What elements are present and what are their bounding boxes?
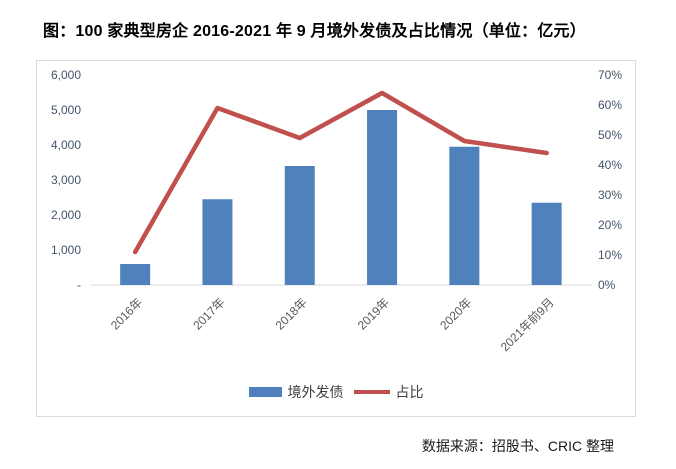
x-axis-category-label: 2019年: [355, 295, 392, 332]
legend-line-label: 占比: [395, 384, 424, 400]
x-axis-category-label: 2020年: [437, 295, 474, 332]
right-axis-tick-label: 40%: [598, 158, 622, 172]
chart-legend: 境外发债 占比: [37, 383, 635, 401]
bar-2019年: [367, 110, 398, 285]
left-axis-tick-label: 5,000: [51, 103, 81, 117]
chart-frame: - 1,000 2,000 3,000 4,000 5,000 6,000 0% 10% 20% 3…: [36, 60, 636, 417]
left-axis-tick-label: 1,000: [51, 243, 81, 257]
data-source: 数据来源：招股书、CRIC 整理: [421, 438, 614, 454]
legend-line-swatch: [353, 390, 390, 394]
right-axis-tick-label: 10%: [598, 248, 622, 262]
bar-2016年: [120, 264, 151, 285]
bar-2017年: [202, 199, 233, 285]
right-axis-tick-label: 60%: [598, 98, 622, 112]
bar-2018年: [284, 166, 315, 285]
left-axis-tick-label: 2,000: [51, 208, 81, 222]
x-axis-category-label: 2016年: [108, 295, 145, 332]
left-axis-tick-label: 6,000: [51, 68, 81, 82]
right-axis-tick-label: 50%: [598, 128, 622, 142]
legend-bar-label: 境外发债: [287, 384, 344, 400]
chart-title: 图：100 家典型房企 2016-2021 年 9 月境外发债及占比情况（单位：…: [43, 23, 586, 40]
x-axis-category-label: 2021年前9月: [497, 295, 557, 355]
left-axis-tick-label: -: [77, 278, 81, 292]
chart-canvas: - 1,000 2,000 3,000 4,000 5,000 6,000 0% 10% 20% 3…: [51, 68, 622, 355]
right-axis-tick-label: 30%: [598, 188, 622, 202]
left-axis-tick-label: 4,000: [51, 138, 81, 152]
right-axis-tick-label: 70%: [598, 68, 622, 82]
bar-2021年前9月: [531, 202, 562, 285]
left-axis-tick-label: 3,000: [51, 173, 81, 187]
bar-2020年: [449, 146, 480, 285]
x-axis-category-label: 2017年: [190, 295, 227, 332]
legend-bar-swatch: [248, 387, 282, 397]
right-axis-tick-label: 0%: [598, 278, 616, 292]
x-axis-category-label: 2018年: [273, 295, 310, 332]
ratio-line: [132, 90, 549, 255]
right-axis-tick-label: 20%: [598, 218, 622, 232]
